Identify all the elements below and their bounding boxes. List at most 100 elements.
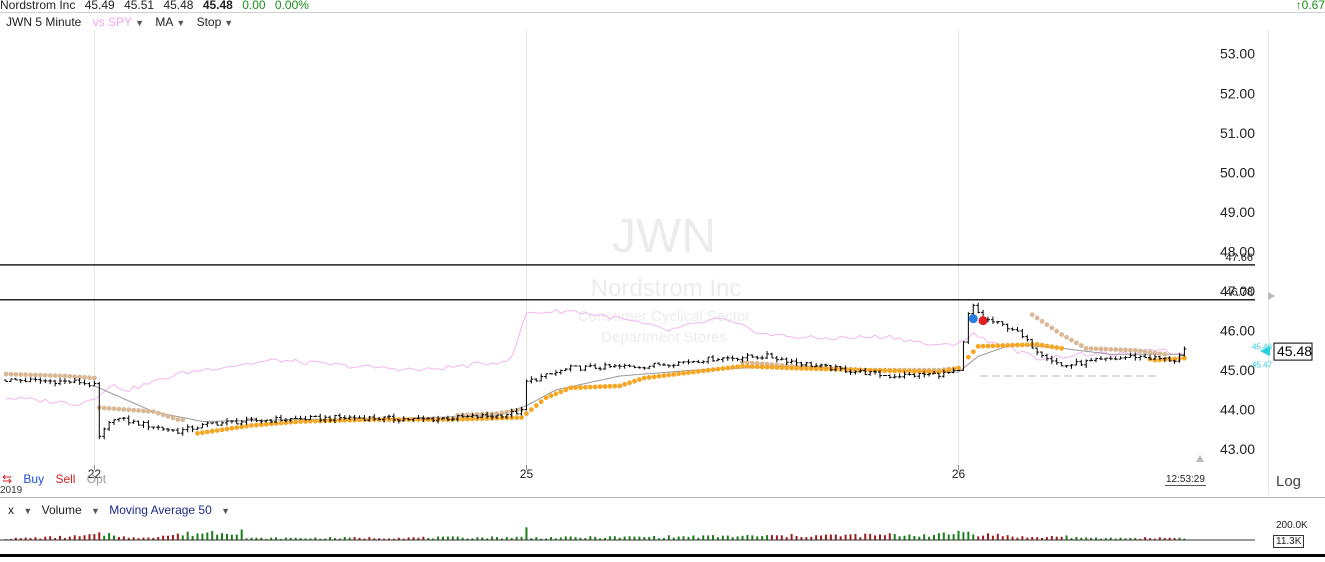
- price-bar: [337, 413, 342, 421]
- price-bar: [121, 416, 126, 421]
- stop-dot: [8, 371, 14, 377]
- chevron-down-icon[interactable]: ▼: [23, 506, 33, 516]
- price-bar: [396, 419, 401, 424]
- price-bar: [1113, 356, 1118, 361]
- volume-bar: [98, 532, 101, 540]
- axis-divider: [1268, 30, 1269, 495]
- horizontal-levels: 47.66 46.78: [0, 252, 1255, 377]
- stop-dot: [145, 408, 151, 414]
- volume-bar: [496, 537, 498, 540]
- volume-bar: [628, 536, 631, 540]
- price-bar: [951, 367, 956, 374]
- ma-dot: [656, 373, 662, 379]
- ma-dot: [681, 370, 686, 376]
- options-button[interactable]: Opt: [86, 472, 107, 486]
- stop-dot: [1127, 347, 1133, 353]
- price-bar: [519, 406, 524, 416]
- volume-bar: [235, 534, 238, 540]
- price-bar: [843, 365, 848, 373]
- chevron-down-icon[interactable]: ▼: [90, 506, 100, 516]
- volume-bar: [294, 537, 297, 540]
- price-bar: [902, 371, 907, 379]
- volume-bar: [486, 538, 489, 540]
- stop-dot: [749, 360, 755, 366]
- price-bar: [706, 356, 711, 364]
- price-bar: [475, 414, 480, 419]
- y-tick-label: 52.00: [1220, 85, 1255, 101]
- price-bar: [224, 418, 229, 426]
- chevron-down-icon[interactable]: ▼: [221, 506, 231, 516]
- quote-high: 45.51: [124, 0, 155, 12]
- volume-bar: [1050, 535, 1053, 540]
- sell-button[interactable]: Sell: [55, 472, 76, 486]
- ma-dot: [1019, 342, 1025, 348]
- volume-bar: [1070, 538, 1073, 540]
- stop-dot: [126, 407, 132, 413]
- price-bar: [151, 426, 156, 430]
- quote-change: 0.00: [242, 0, 266, 12]
- moving-average-label[interactable]: Moving Average 50: [109, 503, 212, 517]
- volume-bar: [834, 534, 837, 540]
- ma-dot: [627, 380, 632, 386]
- price-bar: [342, 415, 347, 420]
- ma-dot: [1044, 343, 1050, 349]
- ma-label: MA: [155, 15, 174, 29]
- volume-bar: [34, 537, 37, 540]
- price-bar: [28, 377, 33, 383]
- volume-bar: [878, 534, 881, 540]
- ma-dot: [1034, 341, 1040, 347]
- volume-bar: [1041, 537, 1044, 540]
- volume-bar: [908, 534, 911, 540]
- volume-label[interactable]: Volume: [41, 503, 82, 517]
- volume-bar: [1031, 536, 1034, 540]
- price-bar: [234, 418, 239, 425]
- ma-dot: [887, 368, 893, 374]
- price-bar: [1172, 359, 1177, 364]
- volume-bar: [972, 534, 975, 540]
- ma-dot: [916, 369, 922, 374]
- volume-bar: [702, 535, 705, 540]
- volume-bar: [63, 537, 66, 540]
- watermark-symbol: JWN: [612, 210, 716, 263]
- symbol-interval-selector[interactable]: JWN 5 Minute: [6, 15, 81, 29]
- ma-selector[interactable]: MA ▼: [155, 15, 185, 29]
- stop-dot: [1034, 315, 1040, 321]
- price-bar: [1035, 347, 1040, 356]
- volume-bar: [147, 537, 150, 540]
- ma-dot: [484, 416, 490, 421]
- price-bar: [87, 382, 92, 388]
- ma-dot: [965, 354, 971, 360]
- volume-bar: [162, 535, 165, 540]
- ma-dot: [224, 426, 230, 432]
- close-volume-button[interactable]: x: [8, 503, 14, 517]
- stop-dot: [1152, 350, 1158, 356]
- ma-dot: [730, 364, 736, 370]
- swap-icon[interactable]: ⇆: [2, 472, 13, 486]
- price-bar: [480, 413, 485, 418]
- volume-bar: [201, 533, 204, 540]
- price-bar: [735, 357, 740, 362]
- compare-selector[interactable]: vs SPY ▼: [93, 15, 144, 29]
- volume-bar: [618, 537, 621, 540]
- volume-bar: [849, 534, 852, 540]
- ma-dot: [823, 366, 829, 372]
- stop-selector[interactable]: Stop ▼: [197, 15, 234, 29]
- price-bar: [1157, 355, 1162, 360]
- ma-dot: [946, 367, 952, 373]
- volume-bar: [869, 533, 872, 540]
- volume-bar: [756, 536, 759, 540]
- ma-dot: [749, 364, 755, 369]
- price-bar: [499, 414, 504, 419]
- log-scale-toggle[interactable]: Log: [1276, 473, 1302, 490]
- compare-line: [5, 308, 1185, 406]
- price-bar: [622, 363, 627, 369]
- stop-dot: [77, 374, 83, 380]
- ma-dot: [636, 377, 642, 382]
- volume-bar: [893, 533, 896, 540]
- price-bar: [156, 425, 161, 431]
- buy-button[interactable]: Buy: [23, 472, 45, 486]
- signal-marker: [978, 316, 988, 326]
- ma-dot: [774, 365, 780, 370]
- price-bar: [1064, 365, 1069, 368]
